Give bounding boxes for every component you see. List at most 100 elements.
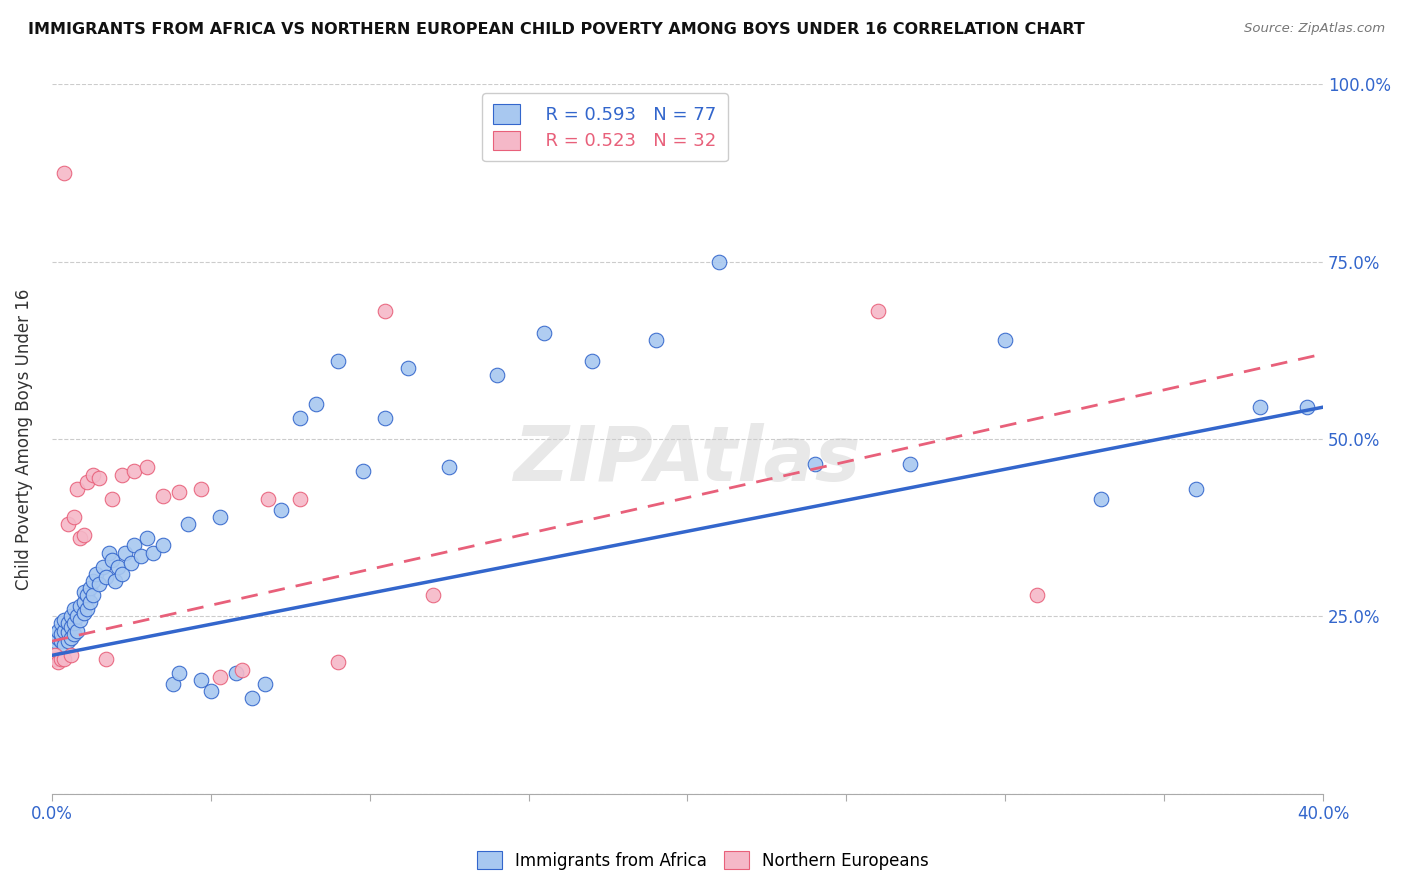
- Point: [124, 538, 146, 552]
- Point: [46, 631, 69, 645]
- Point: [53, 624, 76, 638]
- Point: [97, 545, 120, 559]
- Point: [101, 552, 124, 566]
- Legend:   R = 0.593   N = 77,   R = 0.523   N = 32: R = 0.593 N = 77, R = 0.523 N = 32: [482, 94, 727, 161]
- Point: [231, 663, 253, 677]
- Point: [288, 410, 311, 425]
- Point: [898, 457, 921, 471]
- Point: [51, 616, 73, 631]
- Point: [1296, 400, 1319, 414]
- Point: [44, 627, 66, 641]
- Point: [270, 503, 292, 517]
- Point: [51, 652, 73, 666]
- Point: [53, 638, 76, 652]
- Point: [485, 368, 508, 383]
- Point: [437, 460, 460, 475]
- Point: [152, 538, 174, 552]
- Point: [66, 482, 89, 496]
- Point: [66, 624, 89, 638]
- Point: [89, 471, 111, 485]
- Point: [59, 609, 82, 624]
- Point: [46, 656, 69, 670]
- Point: [91, 559, 114, 574]
- Point: [107, 559, 129, 574]
- Point: [114, 545, 136, 559]
- Point: [59, 631, 82, 645]
- Point: [167, 666, 190, 681]
- Point: [190, 673, 212, 688]
- Point: [200, 683, 222, 698]
- Point: [84, 566, 107, 581]
- Y-axis label: Child Poverty Among Boys Under 16: Child Poverty Among Boys Under 16: [15, 288, 32, 590]
- Point: [101, 492, 124, 507]
- Point: [129, 549, 152, 563]
- Point: [72, 606, 94, 620]
- Point: [225, 666, 247, 681]
- Point: [326, 354, 349, 368]
- Point: [111, 467, 134, 482]
- Point: [79, 595, 101, 609]
- Point: [304, 396, 326, 410]
- Point: [1026, 588, 1049, 602]
- Point: [177, 517, 200, 532]
- Point: [72, 595, 94, 609]
- Point: [59, 648, 82, 663]
- Point: [190, 482, 212, 496]
- Point: [51, 627, 73, 641]
- Point: [1090, 492, 1112, 507]
- Point: [162, 677, 184, 691]
- Point: [69, 599, 91, 613]
- Text: IMMIGRANTS FROM AFRICA VS NORTHERN EUROPEAN CHILD POVERTY AMONG BOYS UNDER 16 CO: IMMIGRANTS FROM AFRICA VS NORTHERN EUROP…: [28, 22, 1085, 37]
- Point: [53, 652, 76, 666]
- Point: [69, 532, 91, 546]
- Point: [209, 670, 232, 684]
- Point: [53, 166, 76, 180]
- Point: [82, 467, 104, 482]
- Point: [374, 304, 396, 318]
- Point: [253, 677, 276, 691]
- Point: [79, 581, 101, 595]
- Text: ZIPAtlas: ZIPAtlas: [513, 424, 860, 498]
- Point: [94, 570, 117, 584]
- Point: [257, 492, 280, 507]
- Point: [994, 333, 1017, 347]
- Point: [396, 361, 419, 376]
- Point: [209, 510, 232, 524]
- Point: [136, 460, 159, 475]
- Point: [111, 566, 134, 581]
- Point: [1185, 482, 1208, 496]
- Point: [44, 652, 66, 666]
- Point: [288, 492, 311, 507]
- Point: [63, 510, 86, 524]
- Point: [803, 457, 825, 471]
- Point: [56, 624, 79, 639]
- Point: [59, 620, 82, 634]
- Legend: Immigrants from Africa, Northern Europeans: Immigrants from Africa, Northern Europea…: [471, 845, 935, 877]
- Point: [240, 690, 263, 705]
- Point: [53, 613, 76, 627]
- Point: [56, 517, 79, 532]
- Point: [56, 616, 79, 631]
- Point: [533, 326, 555, 340]
- Point: [63, 616, 86, 631]
- Point: [104, 574, 127, 588]
- Point: [76, 588, 98, 602]
- Point: [644, 333, 666, 347]
- Text: Source: ZipAtlas.com: Source: ZipAtlas.com: [1244, 22, 1385, 36]
- Point: [76, 475, 98, 489]
- Point: [374, 410, 396, 425]
- Point: [868, 304, 890, 318]
- Point: [352, 464, 374, 478]
- Point: [1249, 400, 1271, 414]
- Point: [63, 627, 86, 641]
- Point: [152, 489, 174, 503]
- Point: [422, 588, 444, 602]
- Point: [326, 656, 349, 670]
- Point: [82, 588, 104, 602]
- Point: [46, 624, 69, 638]
- Point: [142, 545, 165, 559]
- Point: [63, 602, 86, 616]
- Point: [581, 354, 603, 368]
- Point: [89, 577, 111, 591]
- Point: [120, 556, 142, 570]
